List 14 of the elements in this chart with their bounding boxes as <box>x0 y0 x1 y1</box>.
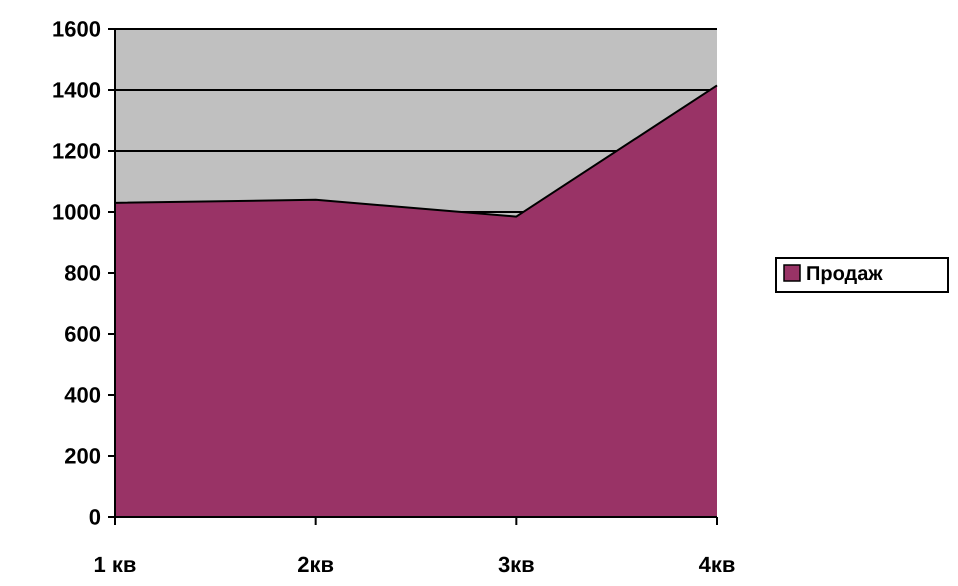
y-tick-label: 200 <box>64 444 101 469</box>
legend-label: Продаж <box>806 263 884 285</box>
y-tick-label: 800 <box>64 260 101 286</box>
x-tick-label: 2кв <box>297 552 334 577</box>
y-tick-label: 400 <box>64 382 101 408</box>
y-tick-label: 1600 <box>52 16 101 42</box>
x-tick-label: 3кв <box>498 552 535 577</box>
x-tick-label: 1 кв <box>94 552 136 577</box>
x-tick-label: 4кв <box>698 552 736 577</box>
y-tick-label: 600 <box>64 322 101 347</box>
y-tick-label: 0 <box>88 504 101 530</box>
y-tick-label: 1200 <box>52 138 101 164</box>
y-tick-label: 1400 <box>52 78 101 103</box>
y-tick-label: 1000 <box>52 200 101 225</box>
